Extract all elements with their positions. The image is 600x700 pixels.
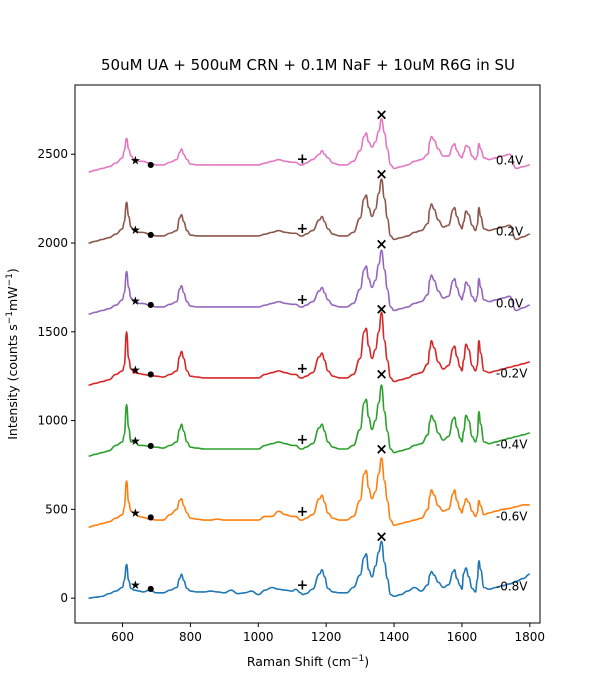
x-tick-label: 1200 [311,630,342,644]
y-tick-label: 2000 [37,236,68,250]
series-label: 0.4V [496,153,524,167]
y-axis-label-sup-2: −1 [5,273,15,286]
cross-marker: × [375,106,388,124]
star-marker: ★ [130,223,141,237]
star-marker: ★ [130,434,141,448]
series-layer [88,117,530,599]
plus-marker: + [297,292,309,308]
x-axis-ticks: 600 800 1000 1200 1400 1600 1800 [111,623,545,644]
plus-marker: + [297,361,309,377]
series-line-neg0p2V [88,311,530,386]
plus-marker: + [297,578,309,594]
series-line-neg0p8V [88,540,530,599]
dot-marker: ● [147,584,154,593]
series-label: -0.6V [496,509,528,523]
cross-marker: × [375,527,388,545]
dot-marker: ● [147,160,154,169]
plus-marker: + [297,152,309,168]
x-tick-label: 1000 [243,630,274,644]
y-tick-label: 500 [45,502,68,516]
x-axis-label: Raman Shift (cm−1) [247,654,369,669]
series-line-neg0p4V [88,384,530,457]
x-tick-label: 800 [179,630,202,644]
plus-marker: + [297,432,309,448]
x-tick-label: 1800 [515,630,546,644]
cross-marker: × [375,365,388,383]
x-tick-label: 1600 [447,630,478,644]
star-marker: ★ [130,506,141,520]
series-label: 0.0V [496,296,524,310]
series-label: -0.8V [496,580,528,594]
star-marker: ★ [130,363,141,377]
cross-marker: × [375,440,388,458]
star-marker: ★ [130,294,141,308]
series-line-0p4V [88,117,530,173]
y-axis-label-text: Intensity (counts s [5,324,20,440]
series-label: -0.4V [496,438,528,452]
dot-marker: ● [147,441,154,450]
marker-layer: × × × × × × × + + + + + + + ★ ★ ★ ★ ★ ★ ★ ● ● ● ● ● ● ● [130,106,388,594]
dot-marker: ● [147,369,154,378]
dot-marker: ● [147,300,154,309]
cross-marker: × [375,300,388,318]
chart-title: 50uM UA + 500uM CRN + 0.1M NaF + 10uM R6… [101,56,515,74]
series-label: 0.2V [496,224,524,238]
y-axis-ticks: 0 500 1000 1500 2000 2500 [37,147,75,605]
y-axis-label-sup-1: −1 [5,311,15,324]
cross-marker: × [375,235,388,253]
y-tick-label: 2500 [37,147,68,161]
x-tick-label: 600 [111,630,134,644]
x-axis-label-text: Raman Shift (cm [247,654,351,669]
plus-marker: + [297,221,309,237]
dot-marker: ● [147,512,154,521]
plot-frame [74,84,541,624]
star-marker: ★ [130,154,141,168]
dot-marker: ● [147,230,154,239]
y-tick-label: 1500 [37,325,68,339]
plus-marker: + [297,504,309,520]
series-line-0p0V [88,249,530,315]
y-tick-label: 0 [60,591,68,605]
series-label: -0.2V [496,367,528,381]
label-layer: -0.8V -0.6V -0.4V -0.2V 0.0V 0.2V 0.4V [496,153,528,593]
series-line-neg0p6V [88,457,530,528]
x-tick-label: 1400 [379,630,410,644]
y-axis-label-end: ) [5,268,20,273]
y-tick-label: 1000 [37,414,68,428]
series-line-0p2V [88,178,530,244]
x-axis-label-end: ) [364,654,369,669]
x-axis-label-sup: −1 [351,654,364,664]
cross-marker: × [375,165,388,183]
y-axis-label-mid: mW [5,286,20,311]
star-marker: ★ [130,578,141,592]
y-axis-label: Intensity (counts s−1mW−1) [5,268,20,440]
